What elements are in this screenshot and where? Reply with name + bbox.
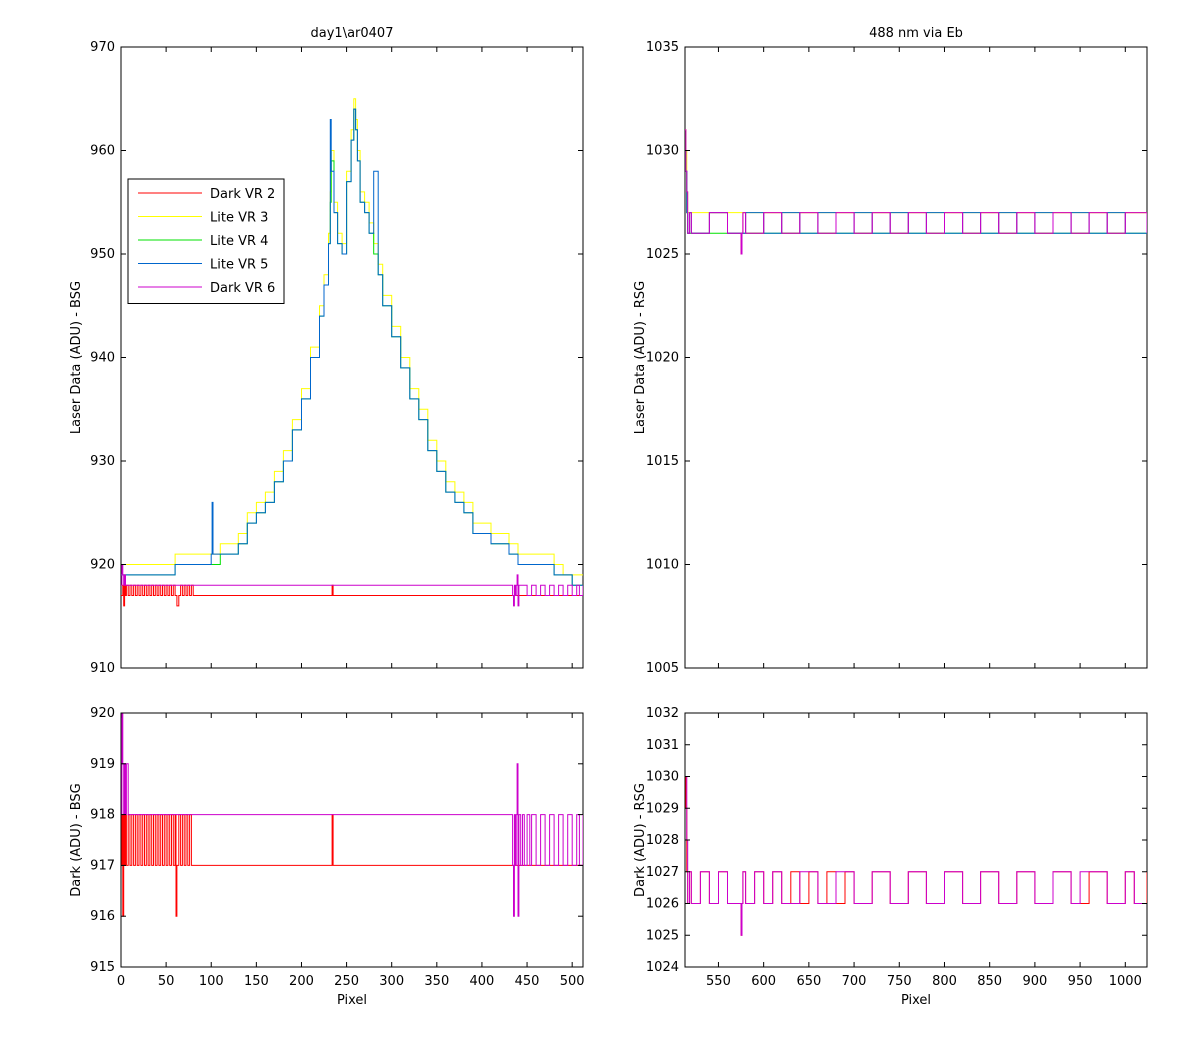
y-tick-label: 918 bbox=[90, 808, 115, 823]
series-line-lite-vr-5 bbox=[121, 108, 583, 586]
y-axis-label: Dark (ADU) - RSG bbox=[633, 783, 648, 897]
x-tick-label: 900 bbox=[1022, 974, 1047, 989]
x-tick-label: 650 bbox=[796, 974, 821, 989]
y-axis-label: Laser Data (ADU) - RSG bbox=[633, 281, 648, 435]
y-tick-label: 1029 bbox=[646, 801, 679, 816]
x-tick-label: 450 bbox=[515, 974, 540, 989]
x-tick-label: 950 bbox=[1068, 974, 1093, 989]
chart-title: day1\ar0407 bbox=[311, 26, 394, 41]
y-tick-label: 917 bbox=[90, 858, 115, 873]
y-tick-label: 1025 bbox=[646, 247, 679, 262]
axes-p4: 550 600 650 700 750 800 850 900 950 1000 1024 1025 1… bbox=[633, 706, 1148, 1008]
y-tick-label: 1028 bbox=[646, 833, 679, 848]
y-tick-label: 1030 bbox=[646, 770, 679, 785]
x-axis-label: Pixel bbox=[901, 993, 931, 1008]
x-tick-label: 400 bbox=[470, 974, 495, 989]
y-tick-label: 1010 bbox=[646, 558, 679, 573]
x-tick-label: 300 bbox=[379, 974, 404, 989]
series-line-dark-vr-6 bbox=[685, 129, 1147, 255]
y-tick-label: 920 bbox=[90, 558, 115, 573]
y-tick-label: 1024 bbox=[646, 960, 679, 975]
legend-label-lite-vr-4: Lite VR 4 bbox=[210, 234, 268, 249]
chart-title: 488 nm via Eb bbox=[869, 26, 963, 41]
legend-box bbox=[127, 178, 285, 304]
x-tick-label: 250 bbox=[334, 974, 359, 989]
y-tick-label: 1005 bbox=[646, 661, 679, 676]
legend-label-lite-vr-3: Lite VR 3 bbox=[210, 211, 268, 226]
series-line-dark-vr-6 bbox=[685, 776, 1147, 936]
x-tick-label: 1000 bbox=[1109, 974, 1142, 989]
x-tick-label: 200 bbox=[289, 974, 314, 989]
x-tick-label: 750 bbox=[887, 974, 912, 989]
plot-area bbox=[120, 712, 584, 968]
series-group bbox=[685, 776, 1147, 936]
y-tick-label: 1032 bbox=[646, 706, 679, 721]
legend-label-dark-vr-2: Dark VR 2 bbox=[210, 187, 275, 202]
legend: Dark VR 2 Lite VR 3 Lite VR 4 Lite VR 5 Dark… bbox=[127, 178, 285, 304]
y-tick-label: 950 bbox=[90, 247, 115, 262]
y-tick-label: 1027 bbox=[646, 865, 679, 880]
y-tick-label: 1026 bbox=[646, 897, 679, 912]
y-tick-label: 915 bbox=[90, 960, 115, 975]
series-line-dark-vr-6 bbox=[121, 713, 583, 917]
x-tick-label: 100 bbox=[199, 974, 224, 989]
y-tick-label: 910 bbox=[90, 661, 115, 676]
y-tick-label: 1035 bbox=[646, 40, 679, 55]
x-tick-label: 600 bbox=[751, 974, 776, 989]
y-tick-label: 1031 bbox=[646, 738, 679, 753]
axes-p3: 0 50 100 150 200 250 300 350 400 450 500 915 916 917 9… bbox=[69, 706, 585, 1008]
y-tick-label: 1025 bbox=[646, 928, 679, 943]
legend-label-lite-vr-5: Lite VR 5 bbox=[210, 258, 268, 273]
x-tick-label: 550 bbox=[706, 974, 731, 989]
legend-label-dark-vr-6: Dark VR 6 bbox=[210, 281, 275, 296]
y-tick-label: 1020 bbox=[646, 351, 679, 366]
series-group bbox=[685, 129, 1147, 255]
y-tick-label: 1015 bbox=[646, 454, 679, 469]
y-tick-label: 920 bbox=[90, 706, 115, 721]
x-tick-label: 500 bbox=[560, 974, 585, 989]
y-tick-label: 940 bbox=[90, 351, 115, 366]
y-tick-label: 960 bbox=[90, 144, 115, 159]
y-axis-label: Dark (ADU) - BSG bbox=[69, 783, 84, 897]
x-tick-label: 0 bbox=[117, 974, 125, 989]
series-group bbox=[121, 713, 583, 917]
y-tick-label: 919 bbox=[90, 757, 115, 772]
x-tick-label: 350 bbox=[424, 974, 449, 989]
x-tick-label: 700 bbox=[842, 974, 867, 989]
y-tick-label: 930 bbox=[90, 454, 115, 469]
series-line-dark-vr-6 bbox=[121, 564, 583, 607]
y-tick-label: 970 bbox=[90, 40, 115, 55]
x-tick-label: 150 bbox=[244, 974, 269, 989]
y-tick-label: 1030 bbox=[646, 144, 679, 159]
x-tick-label: 850 bbox=[977, 974, 1002, 989]
x-tick-label: 50 bbox=[158, 974, 175, 989]
x-axis-label: Pixel bbox=[337, 993, 367, 1008]
y-tick-label: 916 bbox=[90, 909, 115, 924]
axes-p2: 1005 1010 1015 1020 1025 1030 1035 488 nm via E… bbox=[633, 26, 1148, 676]
axes-p1: 910 920 930 940 950 960 970 day1\ar0407 Laser Da… bbox=[69, 26, 584, 676]
y-axis-label: Laser Data (ADU) - BSG bbox=[69, 281, 84, 434]
plot-area bbox=[684, 46, 1148, 669]
series-group bbox=[121, 98, 583, 607]
x-tick-label: 800 bbox=[932, 974, 957, 989]
plot-area bbox=[684, 712, 1148, 968]
